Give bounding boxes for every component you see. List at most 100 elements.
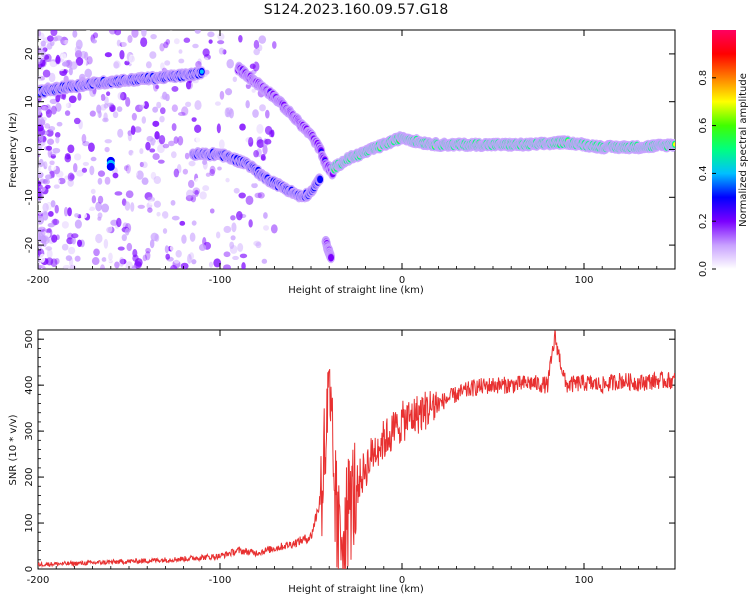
heatmap-noise-point	[47, 35, 54, 42]
heatmap-noise-point	[63, 221, 70, 227]
heatmap-ytick-label: -10	[24, 189, 35, 205]
heatmap-noise-point	[45, 109, 52, 118]
heatmap-noise-point	[62, 264, 71, 269]
colorbar-tick-label: 0.8	[698, 70, 709, 86]
heatmap-noise-point	[147, 196, 156, 202]
figure-title: S124.2023.160.09.57.G18	[264, 2, 449, 18]
heatmap-noise-point	[153, 176, 162, 185]
heatmap-noise-point	[255, 241, 262, 249]
colorbar-tick-label: 0.0	[698, 261, 709, 277]
heatmap-noise-point	[189, 232, 196, 242]
heatmap-noise-point	[40, 44, 47, 52]
heatmap-noise-point	[171, 123, 177, 131]
heatmap-noise-point	[76, 170, 84, 177]
heatmap-noise-point	[208, 261, 214, 268]
heatmap-noise-point	[74, 219, 82, 229]
heatmap-noise-point	[179, 178, 187, 188]
heatmap-noise-point	[38, 117, 42, 127]
heatmap-noise-point	[52, 147, 61, 154]
heatmap-noise-point	[147, 207, 153, 213]
heatmap-noise-point	[145, 247, 151, 254]
heatmap-noise-point	[209, 208, 215, 214]
heatmap-noise-point	[42, 69, 51, 78]
heatmap-noise-point	[117, 246, 125, 251]
heatmap-noise-point	[106, 91, 111, 97]
heatmap-ytick-label: -20	[24, 237, 35, 253]
heatmap-noise-point	[49, 98, 58, 104]
heatmap-noise-point	[265, 109, 270, 119]
heatmap-noise-point	[216, 123, 221, 134]
heatmap-noise-point	[51, 234, 58, 243]
heatmap-noise-point	[47, 138, 55, 145]
heatmap-noise-point	[242, 185, 250, 194]
heatmap-noise-point	[194, 189, 199, 197]
heatmap-noise-point	[38, 124, 44, 132]
heatmap-noise-point	[97, 195, 104, 204]
heatmap-noise-point	[146, 135, 154, 142]
heatmap-noise-point	[189, 144, 195, 150]
heatmap-noise-point	[152, 120, 160, 127]
snr-ytick-label: 400	[24, 376, 35, 395]
heatmap-noise-point	[42, 202, 49, 212]
heatmap-noise-point	[169, 244, 178, 252]
heatmap-noise-point	[157, 215, 164, 224]
heatmap-noise-point	[219, 90, 225, 100]
heatmap-noise-point	[217, 32, 225, 41]
heatmap-noise-point	[165, 93, 170, 102]
heatmap-noise-point	[130, 202, 135, 212]
heatmap-noise-point	[139, 148, 144, 155]
heatmap-noise-point	[181, 106, 189, 116]
heatmap-noise-point	[98, 46, 106, 55]
heatmap-noise-point	[82, 141, 90, 147]
heatmap-noise-point	[63, 206, 69, 217]
heatmap-trace-core	[673, 142, 675, 147]
heatmap-noise-point	[116, 217, 122, 228]
heatmap-noise-point	[125, 164, 131, 174]
heatmap-noise-point	[44, 158, 53, 168]
heatmap-noise-point	[218, 47, 225, 55]
heatmap-noise-point	[38, 184, 43, 190]
heatmap-noise-point	[173, 168, 180, 178]
heatmap-noise-point	[191, 220, 197, 226]
heatmap-noise-point	[218, 139, 225, 150]
heatmap-noise-point	[72, 30, 78, 38]
heatmap-noise-point	[126, 166, 134, 174]
heatmap-noise-point	[127, 130, 132, 136]
heatmap-noise-point	[38, 76, 41, 85]
heatmap-noise-point	[161, 211, 169, 219]
heatmap-noise-point	[199, 191, 207, 200]
heatmap-xtick-label: -100	[209, 275, 232, 286]
heatmap-noise-point	[208, 39, 213, 44]
heatmap-noise-point	[247, 228, 253, 235]
heatmap-noise-point	[49, 160, 55, 166]
heatmap-noise-point	[253, 48, 260, 56]
heatmap-noise-point	[91, 257, 100, 266]
snr-panel: -200 -100 0 100 0 100 200 300 400 500 Height of s…	[8, 329, 676, 595]
heatmap-noise-point	[121, 38, 128, 49]
heatmap-noise-point	[157, 159, 165, 164]
heatmap-noise-point	[200, 224, 207, 231]
heatmap-noise-point	[186, 189, 194, 199]
heatmap-noise-point	[68, 67, 73, 76]
heatmap-noise-point	[187, 253, 192, 264]
heatmap-noise-point	[89, 110, 97, 117]
heatmap-noise-point	[38, 255, 41, 265]
heatmap-noise-point	[153, 200, 162, 208]
heatmap-xtick-label: 100	[574, 275, 593, 286]
heatmap-ytick-label: 20	[24, 48, 35, 61]
heatmap-noise-point	[272, 41, 277, 49]
heatmap-noise-point	[238, 34, 243, 43]
heatmap-noise-point	[225, 201, 231, 208]
heatmap-noise-point	[152, 207, 160, 213]
heatmap-noise-point	[55, 136, 60, 144]
heatmap-noise-point	[64, 154, 72, 163]
colorbar: 0.0 0.2 0.4 0.6 0.8 Normalized spectral ampl…	[698, 30, 749, 277]
heatmap-noise-point	[131, 264, 137, 269]
heatmap-noise-point	[77, 92, 82, 101]
heatmap-noise-point	[170, 264, 178, 269]
heatmap-noise-point	[97, 212, 103, 219]
heatmap-noise-point	[261, 258, 268, 264]
heatmap-noise-point	[217, 40, 225, 45]
heatmap-noise-point	[187, 178, 193, 185]
heatmap-noise-point	[192, 187, 201, 195]
